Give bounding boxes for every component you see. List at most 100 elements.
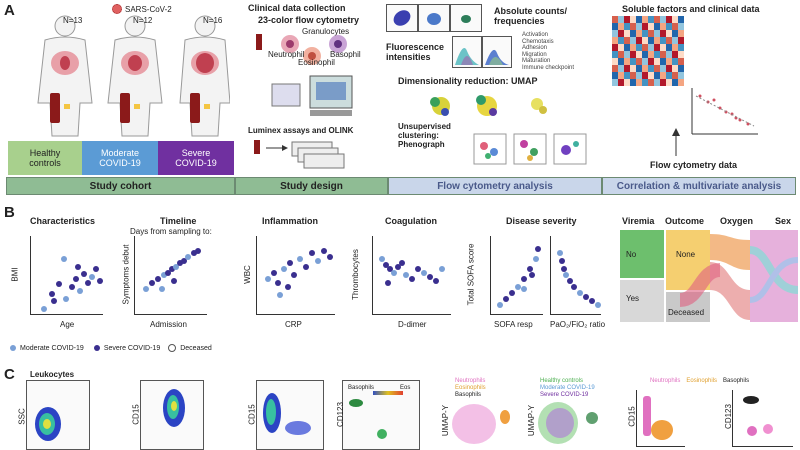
scatter-point	[583, 294, 589, 300]
heatmap-cell	[666, 79, 672, 86]
heatmap-cell	[642, 72, 648, 79]
abs-counts-title: Absolute counts/ frequencies	[494, 6, 568, 26]
scatter-point	[89, 274, 95, 280]
heatmap-cell	[618, 72, 624, 79]
umap-plot-2	[536, 400, 606, 448]
heatmap-cell	[648, 23, 654, 30]
scatter-point	[61, 256, 67, 262]
umap-title: Dimensionality reduction: UMAP	[398, 76, 538, 86]
activation-item: Chemotaxis	[522, 38, 554, 45]
band-study-design: Study design	[235, 177, 388, 195]
scatter-point	[265, 276, 271, 282]
heatmap-cell	[654, 58, 660, 65]
flow-plot-3	[256, 380, 324, 450]
scatter-point	[159, 286, 165, 292]
heatmap-cell	[612, 58, 618, 65]
heatmap-cell	[648, 37, 654, 44]
virus-marker: SARS-CoV-2	[112, 4, 172, 14]
heatmap-cell	[654, 30, 660, 37]
legend-deceased-swatch	[168, 344, 177, 352]
activation-list: Activation Chemotaxis Adhesion Migration…	[522, 32, 574, 71]
axis-crp: CRP	[285, 320, 302, 329]
heatmap-cell	[648, 44, 654, 51]
scatter-point	[173, 264, 179, 270]
heatmap-cell	[660, 72, 666, 79]
heatmap-cell	[672, 51, 678, 58]
heatmap-cell	[630, 79, 636, 86]
heatmap-cell	[648, 30, 654, 37]
gate-eos: Eos	[400, 385, 411, 391]
heatmap-cell	[672, 65, 678, 72]
scatter-thumb-1	[386, 4, 418, 32]
flow-data-label: Flow cytometry data	[650, 160, 738, 170]
panel-b-letter: B	[4, 204, 15, 221]
plot-bmi-age	[30, 236, 103, 315]
heatmap-cell	[624, 16, 630, 23]
scatter-point	[385, 280, 391, 286]
heatmap-cell	[612, 65, 618, 72]
legend-eosinophils: Eosinophils	[455, 385, 486, 391]
scatter-point	[73, 276, 79, 282]
legend-moderate: Moderate COVID-19	[20, 344, 84, 352]
scatter-point	[557, 250, 563, 256]
heatmap-cell	[648, 72, 654, 79]
cohort-severe: Severe COVID-19	[158, 141, 234, 175]
heatmap-cell	[654, 72, 660, 79]
heatmap-cell	[660, 65, 666, 72]
sankey-label-no: No	[626, 250, 637, 259]
sankey-diagram	[620, 230, 798, 322]
sex-title: Sex	[775, 216, 792, 226]
heatmap-cell	[672, 44, 678, 51]
scatter-point	[535, 246, 541, 252]
heatmap-cell	[654, 23, 660, 30]
outcome-title: Outcome	[665, 216, 705, 226]
heatmap-cell	[624, 72, 630, 79]
scatter-point	[391, 270, 397, 276]
scatter-point	[75, 264, 81, 270]
scatter-point	[161, 272, 167, 278]
scatter-point	[399, 260, 405, 266]
scatter-point	[577, 290, 583, 296]
heatmap-cell	[648, 58, 654, 65]
heatmap-cell	[630, 72, 636, 79]
legend-moderate-c: Moderate COVID-19	[540, 385, 595, 391]
heatmap-cell	[660, 30, 666, 37]
band-correlation: Correlation & multivariate analysis	[602, 177, 796, 195]
axis-bmi: BMI	[10, 267, 20, 282]
flow-plot-cd123	[732, 390, 793, 447]
umap-thumbs	[430, 95, 547, 116]
heatmap-cell	[630, 30, 636, 37]
scatter-thumb-2	[418, 4, 450, 32]
scatter-point	[497, 302, 503, 308]
heatmap-cell	[648, 51, 654, 58]
heatmap-cell	[672, 37, 678, 44]
band-study-cohort: Study cohort	[6, 177, 235, 195]
scatter-point	[403, 272, 409, 278]
scatter-point	[149, 280, 155, 286]
heatmap-cell	[678, 30, 684, 37]
heatmap-cell	[636, 30, 642, 37]
timeline-title: Timeline	[160, 216, 197, 226]
scatter-point	[143, 286, 149, 292]
heatmap-cell	[636, 16, 642, 23]
heatmap-cell	[660, 51, 666, 58]
axis-c-3: CD15	[247, 404, 257, 425]
heatmap-cell	[618, 44, 624, 51]
heatmap-cell	[630, 44, 636, 51]
scatter-point	[521, 276, 527, 282]
heatmap-cell	[660, 23, 666, 30]
plot-pao2	[550, 236, 601, 315]
scatter-point	[315, 258, 321, 264]
scatter-point	[69, 284, 75, 290]
oxygen-title: Oxygen	[720, 216, 754, 226]
histogram-thumb-1	[452, 36, 482, 68]
scatter-point	[303, 264, 309, 270]
scatter-point	[433, 278, 439, 284]
panel-c-letter: C	[4, 366, 15, 383]
heatmap-cell	[642, 79, 648, 86]
sankey-label-none: None	[676, 250, 696, 259]
heatmap-cell	[648, 16, 654, 23]
scatter-point	[421, 270, 427, 276]
heatmap-cell	[666, 51, 672, 58]
scatter-point	[51, 298, 57, 304]
